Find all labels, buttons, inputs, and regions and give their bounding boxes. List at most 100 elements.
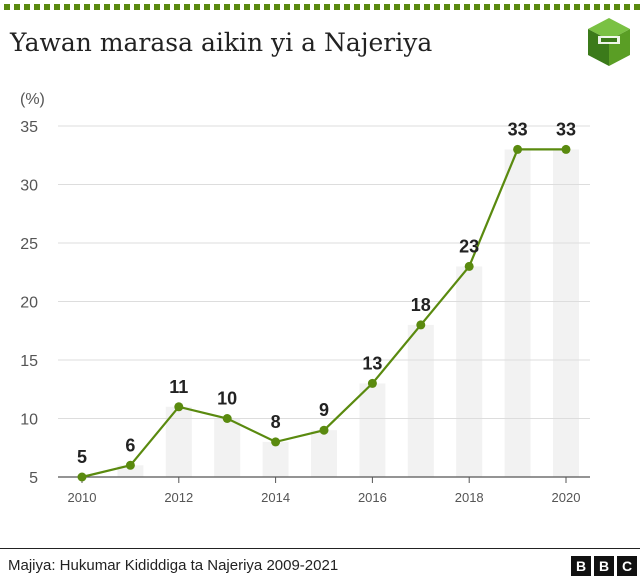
data-point (77, 472, 87, 482)
top-accent-dash (624, 4, 630, 10)
top-accent-dash (584, 4, 590, 10)
top-accent-dash (254, 4, 260, 10)
data-label: 6 (125, 435, 135, 455)
data-label: 5 (77, 447, 87, 467)
top-accent-dash (344, 4, 350, 10)
top-accent-dash (364, 4, 370, 10)
top-accent-dash (354, 4, 360, 10)
background-bar (407, 324, 434, 477)
background-bars (117, 149, 579, 477)
top-accent-dash (484, 4, 490, 10)
top-accent-dash (54, 4, 60, 10)
top-accent-dash (84, 4, 90, 10)
data-point (125, 460, 135, 470)
top-accent-dash (394, 4, 400, 10)
top-accent-dash (334, 4, 340, 10)
top-accent-dash (154, 4, 160, 10)
y-tick-label: 20 (20, 295, 38, 312)
top-accent-dash (324, 4, 330, 10)
top-accent-dash (64, 4, 70, 10)
y-tick-label: 35 (20, 119, 38, 136)
data-point (464, 261, 474, 271)
data-point (271, 437, 281, 447)
top-accent-dash (544, 4, 550, 10)
background-bar (456, 266, 483, 477)
top-accent-dash (414, 4, 420, 10)
top-accent-dash (24, 4, 30, 10)
top-accent-dash (564, 4, 570, 10)
y-axis-unit-label: (%) (20, 91, 45, 108)
top-accent-dash (74, 4, 80, 10)
top-accent-dash (214, 4, 220, 10)
top-accent-dash (164, 4, 170, 10)
top-accent-dash (284, 4, 290, 10)
top-accent-dash (244, 4, 250, 10)
top-accent-dash (464, 4, 470, 10)
data-points (77, 144, 571, 482)
background-bar (117, 465, 144, 477)
top-accent-dash (574, 4, 580, 10)
data-label: 13 (362, 353, 382, 373)
data-point (561, 144, 571, 154)
top-accent-dash (424, 4, 430, 10)
y-tick-label: 10 (20, 412, 38, 429)
top-accent-dash (294, 4, 300, 10)
top-accent-dash (514, 4, 520, 10)
top-accent-dash (374, 4, 380, 10)
top-accent-dash (404, 4, 410, 10)
top-accent-dash (134, 4, 140, 10)
top-accent-dash (104, 4, 110, 10)
data-label: 10 (217, 389, 237, 409)
data-point (513, 144, 523, 154)
top-accent-dash (614, 4, 620, 10)
background-bar (311, 430, 337, 477)
bbc-logo-letter: C (617, 556, 637, 576)
bbc-logo-letter: B (594, 556, 614, 576)
background-bar (359, 383, 386, 477)
data-label: 18 (411, 295, 431, 315)
x-tick-label: 2014 (261, 490, 290, 505)
background-bar (553, 149, 579, 477)
top-accent-dash (524, 4, 530, 10)
top-accent-dash (434, 4, 440, 10)
y-axis-ticks: 5 10 15 20 25 30 35 (20, 119, 38, 487)
bbc-logo: B B C (571, 556, 637, 576)
top-accent-dash (144, 4, 150, 10)
background-bar (214, 418, 241, 477)
top-accent-dash (44, 4, 50, 10)
data-point (416, 320, 426, 330)
top-accent-dash (314, 4, 320, 10)
top-accent-dash (174, 4, 180, 10)
x-tick-label: 2020 (552, 490, 581, 505)
x-tick-label: 2012 (164, 490, 193, 505)
top-accent-dash (264, 4, 270, 10)
top-accent-dash (604, 4, 610, 10)
x-tick-label: 2016 (358, 490, 387, 505)
top-accent-bar (4, 4, 640, 10)
top-accent-dash (114, 4, 120, 10)
top-accent-dash (444, 4, 450, 10)
data-label: 33 (556, 119, 576, 139)
top-accent-dash (124, 4, 130, 10)
top-accent-dash (224, 4, 230, 10)
data-point (319, 425, 329, 435)
top-accent-dash (184, 4, 190, 10)
top-accent-dash (14, 4, 20, 10)
source-note: Majiya: Hukumar Kididdiga ta Najeriya 20… (8, 557, 339, 574)
top-accent-dash (34, 4, 40, 10)
background-bar (504, 149, 531, 477)
data-point (367, 378, 377, 388)
top-accent-dash (204, 4, 210, 10)
bbc-logo-letter: B (571, 556, 591, 576)
top-accent-dash (554, 4, 560, 10)
data-label: 11 (169, 377, 188, 397)
top-accent-dash (4, 4, 10, 10)
gridlines (58, 125, 590, 419)
data-label: 23 (459, 236, 479, 256)
data-point (222, 414, 232, 423)
data-label: 9 (319, 400, 329, 420)
background-bar (262, 441, 289, 477)
top-accent-dash (274, 4, 280, 10)
y-tick-label: 30 (20, 178, 38, 195)
